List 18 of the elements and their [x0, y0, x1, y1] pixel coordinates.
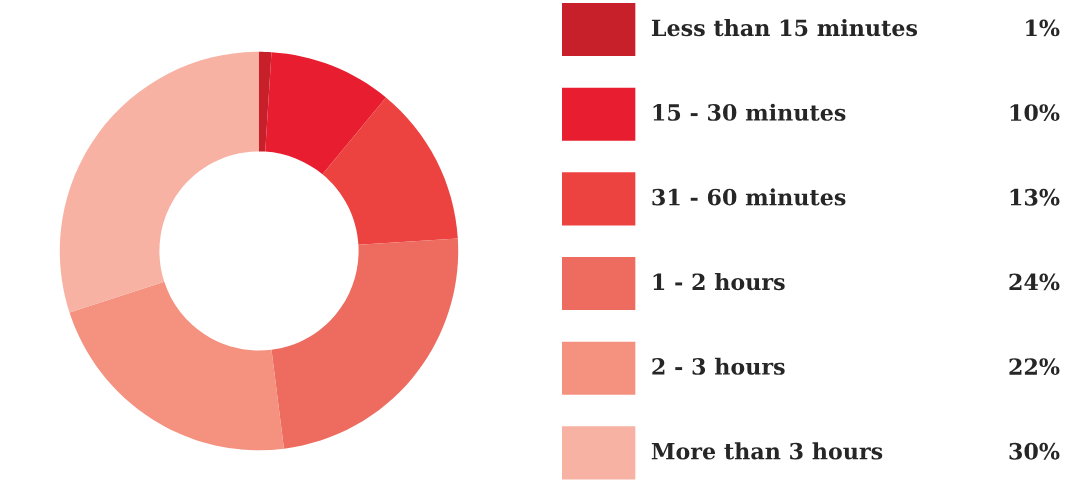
- data-label: 24%: [1009, 273, 1060, 291]
- donut-slice: [259, 51, 272, 152]
- data-label: 13%: [1010, 188, 1060, 206]
- donut-slice: [69, 281, 284, 451]
- legend-label: Less than 15 minutes: [651, 19, 918, 37]
- donut-slice: [322, 97, 458, 245]
- donut-slice: [271, 238, 459, 449]
- data-label: 22%: [1009, 358, 1060, 375]
- data-label: 30%: [1009, 442, 1060, 460]
- data-label: 1%: [1026, 19, 1060, 37]
- donut-slice: [59, 51, 259, 313]
- legend-label: 31 - 60 minutes: [652, 188, 846, 206]
- legend-label: More than 3 hours: [651, 442, 883, 460]
- legend-label: 15 - 30 minutes: [653, 103, 846, 121]
- data-label: 10%: [1010, 104, 1060, 121]
- donut-slice: [265, 52, 386, 175]
- legend-label: 2 - 3 hours: [652, 357, 785, 375]
- legend-label: 1 - 2 hours: [653, 273, 785, 291]
